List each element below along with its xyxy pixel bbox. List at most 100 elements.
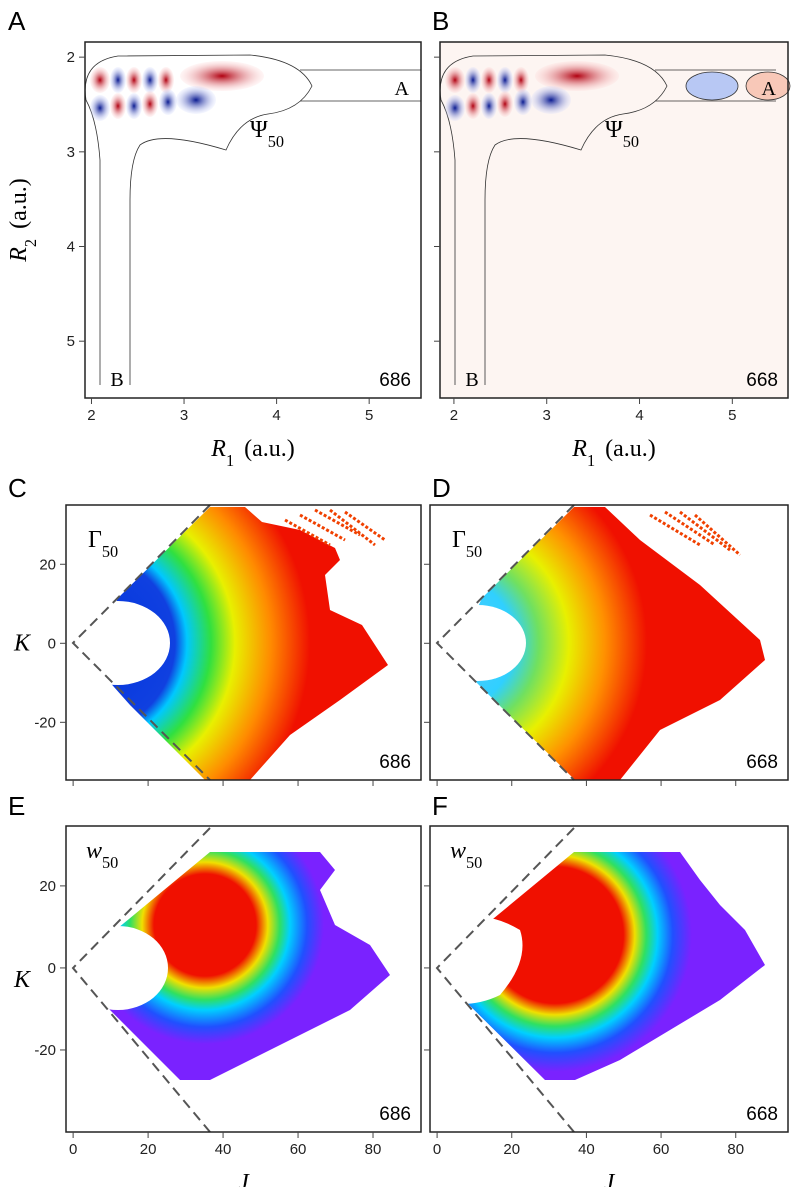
weight-map (90, 852, 390, 1080)
x-axis-label-part: J (238, 1170, 250, 1187)
y-axis-label: R2 (a.u.) (6, 178, 40, 262)
panel-letter: C (8, 473, 27, 503)
isotope-label: 668 (746, 1104, 778, 1125)
weight-map (454, 852, 765, 1080)
x-tick-label: 5 (728, 407, 736, 424)
empty-region (432, 917, 523, 1004)
lobe (180, 61, 264, 91)
lobe (142, 91, 158, 117)
lobe (90, 67, 110, 93)
rate-map (90, 507, 388, 780)
plot-frame (429, 504, 789, 781)
x-axis-label-part: J (604, 1170, 616, 1187)
y-tick-label: 4 (67, 239, 75, 256)
y-axis-label-part: K (13, 967, 32, 993)
panel-label-part: 50 (268, 132, 284, 151)
y-axis-label-part: (a.u.) (6, 178, 32, 229)
x-tick-label: 5 (365, 407, 373, 424)
x-axis-label: R1 (a.u.) (571, 436, 655, 470)
isotope-label: 668 (746, 752, 778, 773)
panel-label-part: Ψ (250, 117, 268, 143)
boundary-line (435, 504, 575, 781)
panel-label: w50 (86, 838, 118, 872)
x-tick-label: 20 (140, 1141, 157, 1158)
boundary-line (71, 827, 211, 1133)
lobe (126, 67, 142, 93)
rate-map (454, 507, 765, 780)
x-tick-label: 2 (450, 407, 458, 424)
panel-label: Ψ50 (605, 117, 639, 151)
x-tick-label: 60 (290, 1141, 307, 1158)
x-tick-label: 20 (503, 1141, 520, 1158)
panel-label: Γ50 (452, 527, 482, 561)
x-tick-label: 0 (69, 1141, 77, 1158)
x-axis-label-part: R (571, 436, 587, 462)
panel-label: Ψ50 (250, 117, 284, 151)
panel-label-part: 50 (466, 853, 482, 872)
channel-label: A (395, 78, 410, 100)
boundary-line (71, 504, 211, 781)
x-tick-label: 60 (653, 1141, 670, 1158)
lobe (745, 71, 791, 101)
panel-label: w50 (450, 838, 482, 872)
channel-label: B (465, 369, 478, 391)
isotope-label: 686 (379, 752, 411, 773)
y-tick-label: 3 (67, 144, 75, 161)
x-axis-label-part: 1 (587, 451, 595, 470)
lobe (142, 67, 158, 93)
y-tick-label: 5 (67, 333, 75, 350)
y-axis-label-part: 2 (21, 239, 40, 247)
x-tick-label: 3 (543, 407, 551, 424)
x-tick-label: 3 (180, 407, 188, 424)
panel-label: Γ50 (88, 527, 118, 561)
x-tick-label: 80 (727, 1141, 744, 1158)
x-axis-label-part: (a.u.) (244, 436, 295, 462)
panel-label-part: 50 (466, 542, 482, 561)
empty-region (66, 601, 170, 685)
lobe (110, 67, 126, 93)
plot-frame (65, 504, 422, 781)
x-tick-label: 4 (635, 407, 643, 424)
x-axis-label-part: R (210, 436, 226, 462)
x-axis-label: J (604, 1170, 616, 1187)
panel-letter: A (8, 6, 26, 36)
y-tick-label: 0 (48, 960, 56, 977)
x-tick-label: 4 (272, 407, 280, 424)
boundary-line (435, 827, 575, 1133)
lobe (126, 93, 142, 119)
panel-letter: E (8, 791, 25, 821)
plot-frame (439, 41, 789, 399)
lobe (90, 95, 110, 121)
channel-label: A (762, 78, 777, 100)
x-axis-label-part: (a.u.) (605, 436, 656, 462)
empty-region (68, 926, 168, 1010)
lobe (685, 71, 739, 101)
x-axis-label: R1 (a.u.) (210, 436, 294, 470)
panel-label-part: 50 (623, 132, 639, 151)
y-tick-label: -20 (34, 1042, 56, 1059)
x-tick-label: 80 (365, 1141, 382, 1158)
rate-map (284, 508, 386, 547)
channel-label: B (110, 369, 123, 391)
lobe (110, 93, 126, 119)
y-axis-label-part: K (13, 631, 32, 657)
y-axis-label: K (13, 631, 32, 657)
empty-region (430, 605, 526, 681)
wavefunction (84, 54, 421, 385)
x-tick-label: 2 (87, 407, 95, 424)
y-tick-label: 2 (67, 49, 75, 66)
x-tick-label: 0 (433, 1141, 441, 1158)
rate-map (649, 510, 741, 557)
y-axis-label-part: R (6, 247, 32, 263)
panel-label-part: 50 (102, 542, 118, 561)
y-tick-label: 0 (48, 635, 56, 652)
panel-label-part: Ψ (605, 117, 623, 143)
panel-label-part: Γ (452, 527, 466, 553)
panel-letter: D (432, 473, 451, 503)
panel-letter: F (432, 791, 448, 821)
x-axis-label-part: 1 (226, 451, 234, 470)
panel-label-part: 50 (102, 853, 118, 872)
x-axis-label: J (238, 1170, 250, 1187)
y-tick-label: -20 (34, 714, 56, 731)
